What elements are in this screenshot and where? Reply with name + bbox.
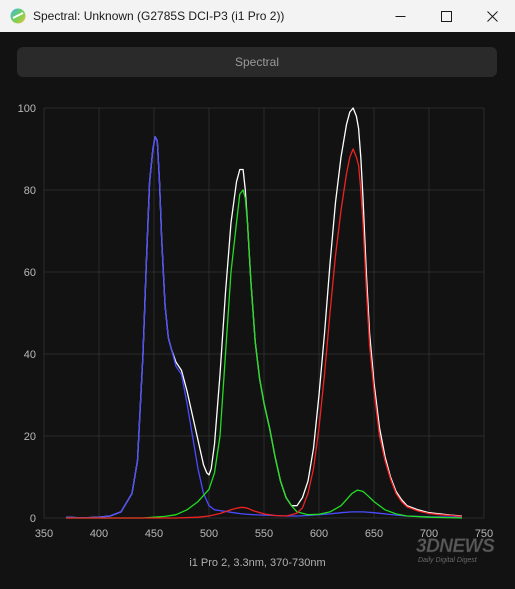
app-icon: [10, 8, 26, 24]
spectral-chart: 350 400 450 500 550 600 650 700 750 0 20 40 60 80 100: [18, 103, 494, 540]
watermark-brand: 3DNEWS: [416, 536, 495, 557]
x-tick-label: 350: [35, 528, 53, 540]
series-line-1: [65, 136, 463, 519]
y-tick-label: 80: [24, 185, 36, 197]
minimize-button[interactable]: [377, 0, 423, 32]
y-tick-label: 60: [24, 267, 36, 279]
x-tick-label: 550: [255, 528, 273, 540]
close-button[interactable]: [469, 0, 515, 32]
window-title: Spectral: Unknown (G2785S DCI-P3 (i1 Pro…: [33, 9, 285, 23]
x-tick-label: 700: [420, 528, 438, 540]
y-tick-label: 100: [18, 103, 36, 115]
x-axis-label: i1 Pro 2, 3.3nm, 370-730nm: [189, 557, 326, 569]
close-icon: [486, 10, 498, 22]
maximize-button[interactable]: [423, 0, 469, 32]
minimize-icon: [395, 15, 405, 17]
y-tick-label: 20: [24, 431, 36, 443]
maximize-icon: [440, 10, 452, 22]
y-tick-label: 0: [30, 513, 36, 525]
x-tick-label: 600: [310, 528, 328, 540]
x-tick-label: 650: [365, 528, 383, 540]
watermark-tagline: Daily Digital Digest: [418, 557, 478, 564]
spectral-button-label: Spectral: [234, 55, 280, 69]
series-line-3: [66, 148, 463, 519]
x-tick-label: 450: [145, 528, 163, 540]
watermark-logo: 3DNEWS Daily Digital Digest: [416, 536, 496, 564]
series-line-2: [66, 189, 463, 519]
x-tick-label: 400: [90, 528, 108, 540]
y-tick-label: 40: [24, 349, 36, 361]
title-bar: Spectral: Unknown (G2785S DCI-P3 (i1 Pro…: [0, 0, 515, 32]
x-tick-label: 500: [200, 528, 218, 540]
spectral-button[interactable]: Spectral: [17, 47, 497, 77]
x-tick-label: 750: [475, 528, 493, 540]
